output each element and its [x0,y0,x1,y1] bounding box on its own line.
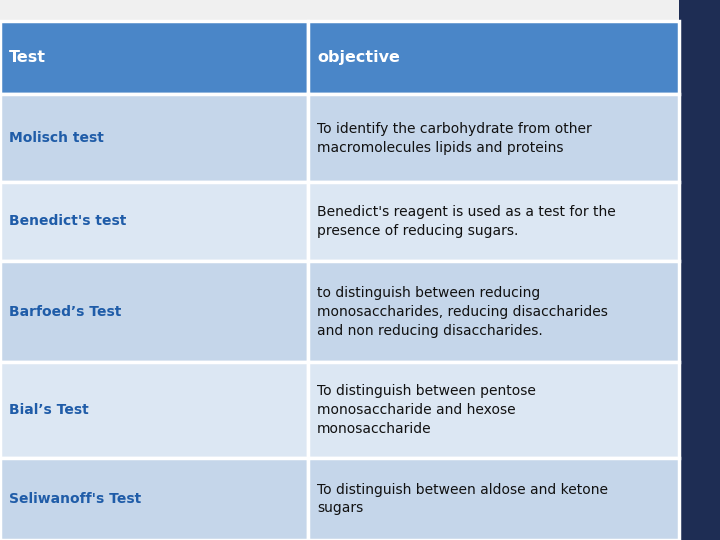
Text: Seliwanoff's Test: Seliwanoff's Test [9,492,142,506]
Bar [0,94,307,182]
Bar [679,0,720,540]
Text: To identify the carbohydrate from other
macromolecules lipids and proteins: To identify the carbohydrate from other … [317,122,592,154]
Text: To distinguish between pentose
monosaccharide and hexose
monosaccharide: To distinguish between pentose monosacch… [317,384,536,436]
Bar [0,182,307,261]
Bar [307,21,679,94]
Bar [307,362,679,458]
Text: Bial’s Test: Bial’s Test [9,403,89,417]
Text: Benedict's test: Benedict's test [9,214,127,228]
Text: to distinguish between reducing
monosaccharides, reducing disaccharides
and non : to distinguish between reducing monosacc… [317,286,608,338]
Text: To distinguish between aldose and ketone
sugars: To distinguish between aldose and ketone… [317,483,608,516]
Bar [0,0,679,21]
Text: Molisch test: Molisch test [9,131,104,145]
Bar [0,362,307,458]
Text: objective: objective [317,50,400,65]
Bar [307,94,679,182]
Text: Barfoed’s Test: Barfoed’s Test [9,305,122,319]
Bar [0,21,307,94]
Bar [307,458,679,540]
Bar [0,261,307,362]
Bar [307,261,679,362]
Bar [307,182,679,261]
Text: Test: Test [9,50,46,65]
Bar [0,458,307,540]
Text: Benedict's reagent is used as a test for the
presence of reducing sugars.: Benedict's reagent is used as a test for… [317,205,616,238]
